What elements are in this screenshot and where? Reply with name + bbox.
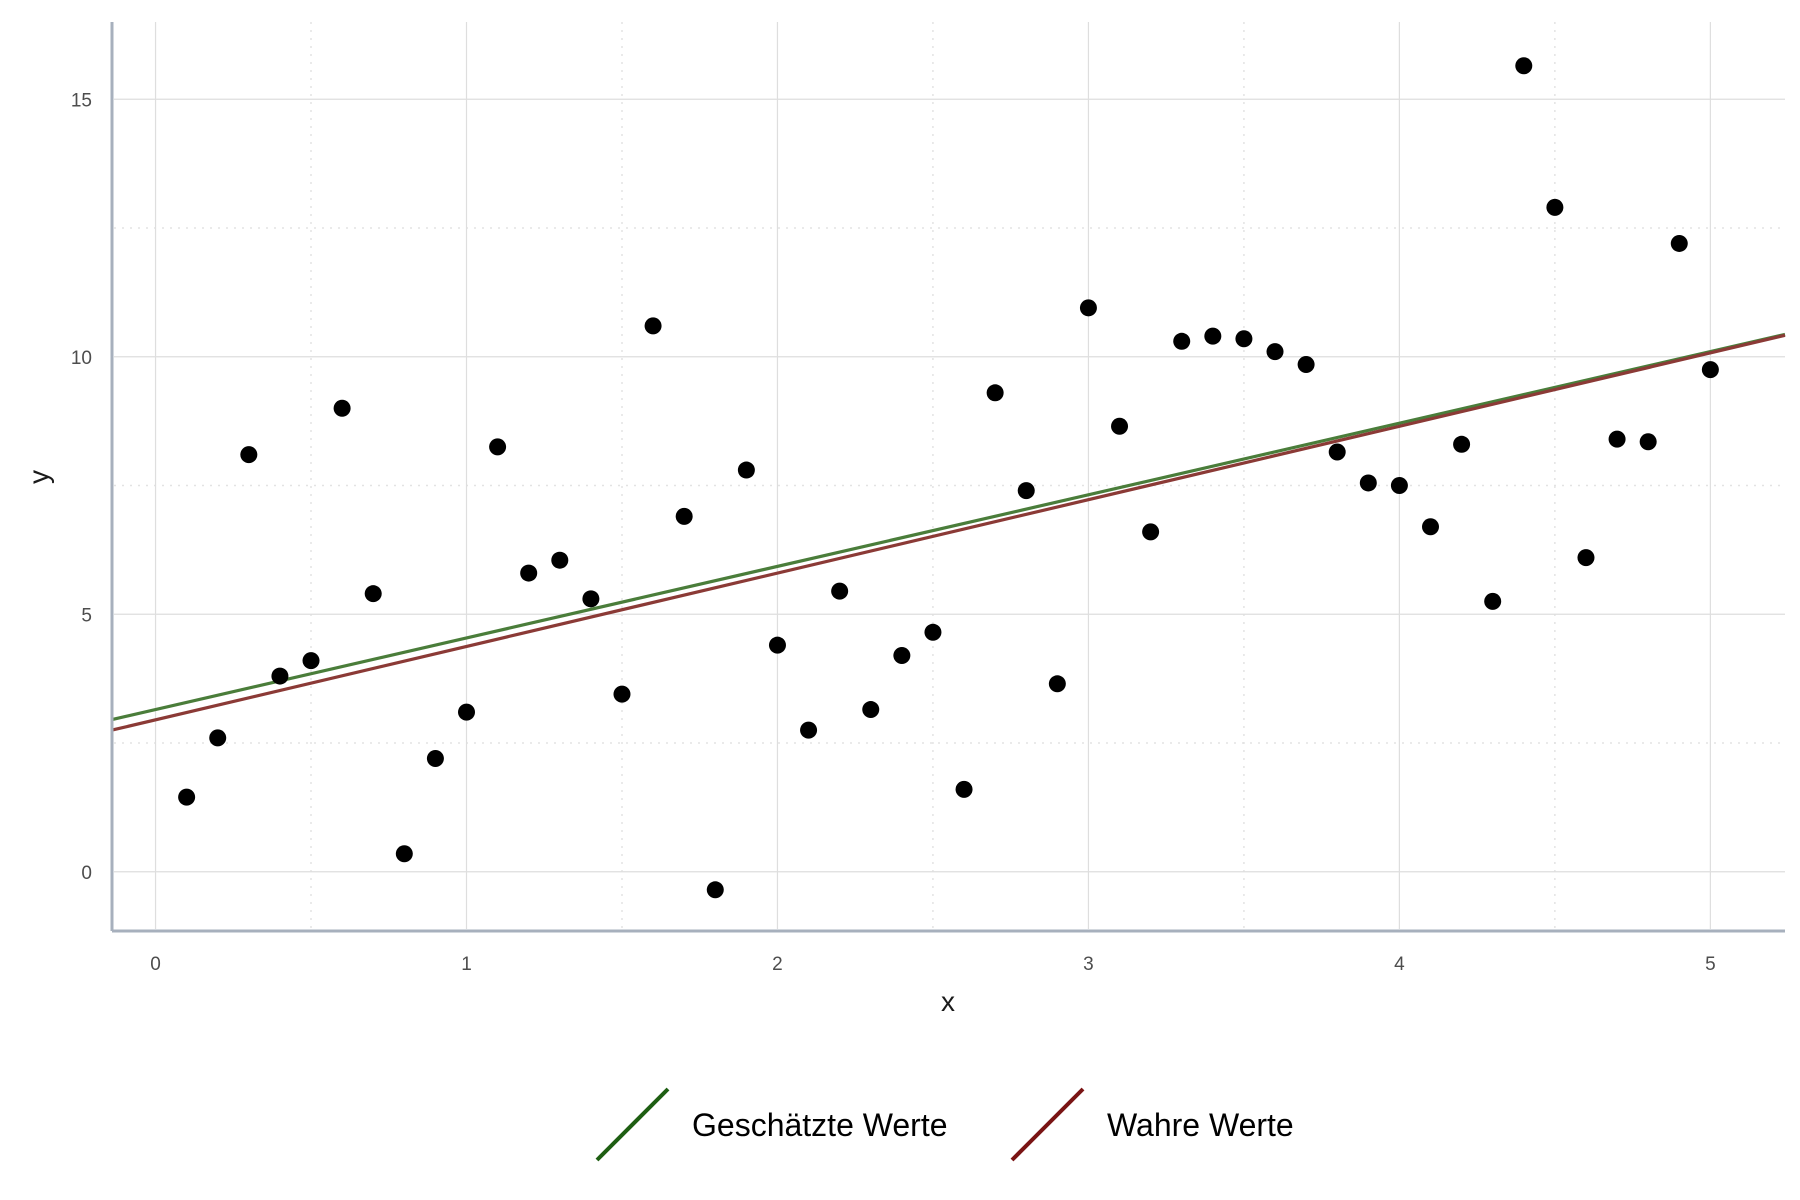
data-point <box>737 461 755 479</box>
data-point <box>582 590 600 608</box>
line-true <box>111 333 1786 732</box>
legend: Geschätzte Werte Wahre Werte <box>595 1087 1294 1162</box>
data-point <box>1639 433 1657 451</box>
data-point <box>1670 234 1688 252</box>
data-point <box>800 721 818 739</box>
data-point <box>364 585 382 603</box>
data-point <box>986 384 1004 402</box>
data-point <box>489 438 507 456</box>
data-point <box>831 582 849 600</box>
data-point <box>520 564 538 582</box>
data-point <box>675 507 693 525</box>
data-point <box>1484 592 1502 610</box>
y-tick-label: 0 <box>81 863 92 884</box>
y-axis-title: y <box>23 470 54 484</box>
data-point <box>1701 361 1719 379</box>
x-axis-title: x <box>941 986 955 1017</box>
legend-label-estimated: Geschätzte Werte <box>692 1107 948 1143</box>
data-point <box>768 636 786 654</box>
axes <box>110 22 1785 933</box>
data-point <box>1297 355 1315 373</box>
data-point <box>395 845 413 863</box>
data-point <box>1048 675 1066 693</box>
line-estimated <box>111 332 1786 722</box>
data-point <box>178 788 196 806</box>
data-point <box>862 701 880 719</box>
data-point <box>240 446 258 464</box>
data-point <box>1359 474 1377 492</box>
data-point <box>1142 523 1160 541</box>
data-point <box>955 780 973 798</box>
legend-key-estimated <box>595 1087 670 1162</box>
legend-label-true: Wahre Werte <box>1107 1107 1294 1143</box>
data-point <box>1421 518 1439 536</box>
regression-lines <box>111 332 1786 732</box>
x-tick-label: 1 <box>461 954 472 975</box>
y-tick-label: 10 <box>71 348 92 369</box>
data-point <box>613 685 631 703</box>
data-point <box>271 667 289 685</box>
x-tick-label: 5 <box>1705 954 1716 975</box>
data-point <box>1453 435 1471 453</box>
data-point <box>1546 198 1564 216</box>
data-point <box>1328 443 1346 461</box>
major-gridlines <box>114 22 1785 929</box>
data-point <box>1111 417 1129 435</box>
data-point <box>551 551 569 569</box>
data-point <box>333 399 351 417</box>
data-point <box>893 646 911 664</box>
data-point <box>1515 57 1533 75</box>
legend-key-true <box>1010 1087 1085 1162</box>
data-point <box>1266 343 1284 361</box>
legend-item-estimated: Geschätzte Werte <box>595 1087 948 1162</box>
x-tick-label: 2 <box>772 954 783 975</box>
x-tick-label: 3 <box>1083 954 1094 975</box>
data-point <box>1017 482 1035 500</box>
data-point <box>706 881 724 899</box>
data-point <box>209 729 227 747</box>
data-point <box>1079 299 1097 317</box>
data-point <box>924 623 942 641</box>
y-tick-label: 5 <box>81 605 92 626</box>
data-point <box>1173 332 1191 350</box>
y-tick-label: 15 <box>71 90 92 111</box>
x-tick-labels: 0 1 2 3 4 5 <box>150 954 1715 975</box>
x-tick-label: 4 <box>1394 954 1405 975</box>
x-tick-label: 0 <box>150 954 161 975</box>
data-point <box>1577 549 1595 567</box>
data-point <box>1608 430 1626 448</box>
y-tick-labels: 0 5 10 15 <box>71 90 92 884</box>
data-point <box>1204 327 1222 345</box>
data-point <box>426 749 444 767</box>
data-point <box>1235 330 1253 348</box>
legend-item-true: Wahre Werte <box>1010 1087 1294 1162</box>
data-point <box>644 317 662 335</box>
data-points <box>178 57 1719 899</box>
data-point <box>302 652 320 670</box>
data-point <box>1390 477 1408 495</box>
data-point <box>458 703 476 721</box>
minor-gridlines <box>114 22 1785 929</box>
